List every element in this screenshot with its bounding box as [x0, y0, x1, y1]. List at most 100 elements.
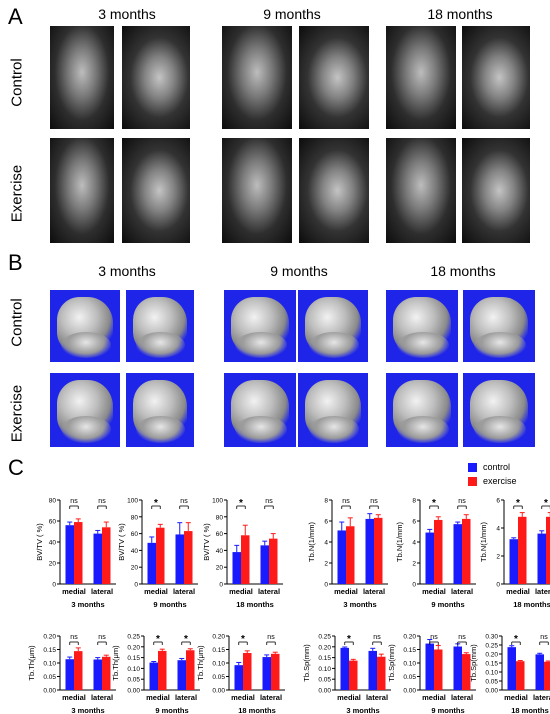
significance-label: ns: [540, 634, 548, 641]
column-title-18-months-a: 18 months: [427, 6, 493, 22]
x-axis-label: 3 months: [71, 706, 104, 714]
y-axis-label: Tb.Th(μm): [196, 645, 205, 681]
microct-exercise-9m-b: [298, 373, 368, 447]
y-tick-label: 0.10: [127, 666, 140, 673]
bar-exercise: [374, 517, 383, 584]
y-tick-label: 4: [496, 526, 500, 533]
significance-label: ns: [265, 498, 273, 505]
y-tick-label: 2: [412, 561, 416, 568]
y-tick-label: 40: [49, 540, 57, 547]
bar-control: [365, 518, 374, 584]
bar-control: [147, 542, 156, 584]
y-axis-label: Tb.Th(μm): [111, 645, 120, 681]
x-axis-label: 9 months: [155, 706, 188, 714]
category-label: lateral: [451, 693, 473, 702]
y-tick-label: 0: [219, 582, 223, 589]
y-tick-label: 0.05: [127, 677, 140, 684]
y-tick-label: 0: [134, 582, 138, 589]
bar-control: [93, 659, 102, 690]
column-title-3-months-b: 3 months: [98, 263, 156, 279]
bar-control: [507, 647, 516, 690]
y-tick-label: 0.20: [485, 652, 498, 659]
y-tick-label: 0.25: [318, 634, 331, 641]
panel-label-c: C: [8, 455, 24, 480]
x-axis-label: 3 months: [71, 600, 104, 609]
legend-control: control: [468, 462, 510, 472]
significance-label: *: [239, 498, 243, 509]
y-axis-label: BV/TV ( %): [35, 523, 44, 561]
bar-control: [425, 643, 434, 690]
bar-control: [425, 532, 434, 584]
bar-exercise: [269, 538, 278, 584]
category-label: medial: [144, 587, 168, 596]
microct-exercise-9m-a: [224, 373, 296, 447]
category-label: lateral: [533, 693, 550, 702]
significance-label: *: [516, 498, 520, 509]
category-label: medial: [422, 587, 446, 596]
y-tick-label: 0.10: [212, 661, 225, 668]
y-tick-label: 4: [412, 540, 416, 547]
xray-control-18m-front: [386, 26, 456, 129]
column-title-9-months-a: 9 months: [263, 6, 321, 22]
bar-control: [368, 650, 377, 690]
significance-label: ns: [70, 498, 78, 505]
legend-exercise-label: exercise: [483, 476, 517, 486]
bar-exercise: [102, 656, 111, 690]
y-tick-label: 0.20: [212, 634, 225, 641]
y-tick-label: 2: [324, 561, 328, 568]
y-axis-label: BV/TV ( %): [117, 523, 126, 561]
y-tick-label: 0.00: [403, 688, 416, 695]
legend-exercise: exercise: [468, 476, 517, 486]
category-label: lateral: [175, 693, 197, 702]
y-tick-label: 20: [49, 561, 57, 568]
xray-exercise-18m-front: [386, 138, 456, 243]
y-tick-label: 20: [131, 565, 139, 572]
y-tick-label: 0.05: [485, 679, 498, 686]
y-tick-label: 0.00: [212, 688, 225, 695]
bar-control: [149, 662, 158, 690]
bar-control: [262, 657, 271, 690]
significance-label: ns: [267, 634, 275, 641]
microct-control-9m-b: [298, 290, 368, 362]
y-tick-label: 0.05: [403, 674, 416, 681]
significance-label: ns: [342, 498, 350, 505]
legend-exercise-swatch: [468, 476, 477, 486]
y-axis-label: Tb.Sp(mm): [387, 644, 396, 682]
x-axis-label: 9 months: [431, 706, 464, 714]
y-tick-label: 60: [216, 531, 224, 538]
microct-exercise-18m-a: [386, 373, 458, 447]
xray-exercise-9m-side: [299, 138, 369, 243]
panel-label-b: B: [8, 250, 23, 275]
bar-exercise: [462, 518, 471, 584]
category-label: lateral: [363, 587, 385, 596]
xray-exercise-9m-front: [222, 138, 292, 243]
bar-control: [453, 524, 462, 584]
y-axis-label: Tb.Th(μm): [27, 645, 36, 681]
y-tick-label: 0.25: [485, 643, 498, 650]
bar-exercise: [518, 516, 527, 584]
y-tick-label: 0.15: [127, 655, 140, 662]
bar-control: [340, 647, 349, 690]
category-label: lateral: [91, 587, 113, 596]
bar-exercise: [74, 522, 83, 584]
xray-exercise-18m-side: [462, 138, 530, 243]
bar-exercise: [434, 519, 443, 584]
xray-exercise-3m-side: [122, 138, 190, 243]
significance-label: *: [432, 498, 436, 509]
y-tick-label: 2: [496, 554, 500, 561]
x-axis-label: 18 months: [511, 706, 549, 714]
significance-label: *: [156, 634, 160, 645]
significance-label: *: [514, 634, 518, 645]
y-tick-label: 60: [131, 531, 139, 538]
category-label: medial: [337, 693, 361, 702]
microct-exercise-3m-a: [50, 373, 120, 447]
y-tick-label: 0.00: [318, 688, 331, 695]
xray-control-9m-front: [222, 26, 292, 129]
microct-exercise-3m-b: [126, 373, 194, 447]
significance-label: *: [184, 634, 188, 645]
legend-control-label: control: [483, 462, 511, 472]
y-axis-label: Tb.N(1/mm): [479, 522, 488, 563]
significance-label: *: [154, 498, 158, 509]
significance-label: ns: [98, 634, 106, 641]
